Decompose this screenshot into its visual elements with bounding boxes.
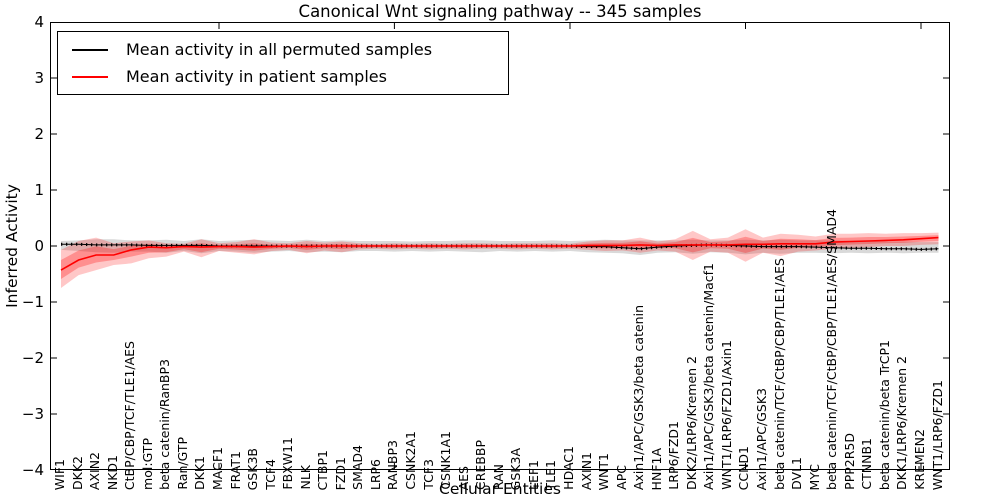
y-tick-label: −2 <box>21 349 44 367</box>
x-tick-label: APC <box>613 465 629 490</box>
x-tick-label: HDAC1 <box>560 446 576 490</box>
x-tick-label: AXIN1 <box>578 451 594 490</box>
y-tick-label: 1 <box>34 181 44 199</box>
x-tick-label: Ran/GTP <box>174 437 190 490</box>
x-tick-label: LRP6 <box>367 458 383 490</box>
legend-label-patient: Mean activity in patient samples <box>126 67 387 86</box>
x-tick-label: WNT1/LRP6/FZD1 <box>929 379 945 490</box>
x-tick-label: DKK1 <box>192 456 208 490</box>
x-tick-label: MACF1 <box>209 447 225 490</box>
plot-area: WIF1 DKK2 AXIN2 NKD1 CtBP/CBP/TCF/TLE1/AES mo… <box>50 22 950 490</box>
x-tick-label: AXIN2 <box>87 451 103 490</box>
x-tick-label: CCND1 <box>736 445 752 490</box>
legend: Mean activity in all permuted samples Me… <box>57 31 509 95</box>
permuted-line-swatch <box>72 48 108 51</box>
x-tick-label: CTNNB1 <box>859 438 875 490</box>
y-tick-label: 4 <box>34 13 44 31</box>
x-tick-label: MYC <box>806 463 822 490</box>
x-tick-label: WNT1/LRP6/FZD1/Axin1 <box>718 340 734 490</box>
x-tick-label: CREBBP <box>473 440 489 490</box>
x-tick-label: Axin1/APC/GSK3/beta catenin/Macf1 <box>701 262 717 490</box>
x-tick-label: LEF1 <box>525 459 541 490</box>
x-tick-label: CSNK1A1 <box>438 431 454 490</box>
x-tick-label: HNF1A <box>648 447 664 490</box>
legend-row-permuted: Mean activity in all permuted samples <box>72 40 508 59</box>
x-tick-label: DVL1 <box>789 457 805 490</box>
x-tick-label: WIF1 <box>52 458 67 490</box>
x-tick-label: beta catenin/beta TrCP1 <box>876 339 892 490</box>
y-tick-label: −4 <box>21 461 44 479</box>
x-tick-label: RAN <box>490 463 506 490</box>
x-tick-label: SMAD4 <box>350 445 366 490</box>
x-tick-label: TCF4 <box>262 459 278 490</box>
x-tick-label: FZD1 <box>332 456 348 490</box>
x-tick-label: RANBP3 <box>385 439 401 490</box>
y-tick-label: −1 <box>21 293 44 311</box>
y-tick-label: −3 <box>21 405 44 423</box>
x-tick-label: PPP2R5D <box>841 433 857 490</box>
chart-title: Canonical Wnt signaling pathway -- 345 s… <box>298 2 702 21</box>
x-tick-label: Axin1/APC/GSK3 <box>754 387 769 490</box>
x-tick-label: LRP6/FZD1 <box>666 421 682 490</box>
patient-line-swatch <box>72 75 108 78</box>
x-tick-label: FRAT1 <box>227 451 243 490</box>
y-tick-label: 3 <box>34 69 44 87</box>
x-tick-label: CTBP1 <box>315 449 331 490</box>
x-tick-label: NKD1 <box>104 454 120 490</box>
x-tick-label: DKK1/LRP6/Kremen 2 <box>894 355 910 490</box>
x-tick-label: DKK2/LRP6/Kremen 2 <box>683 355 699 490</box>
x-tick-label: CtBP/CBP/TCF/TLE1/AES <box>122 340 138 490</box>
y-tick-label: 2 <box>34 125 44 143</box>
x-tick-label: beta catenin/RanBP3 <box>157 359 173 490</box>
x-tick-label: FBXW11 <box>280 437 296 490</box>
legend-row-patient: Mean activity in patient samples <box>72 67 508 86</box>
x-axis-label: Cellular Entities <box>439 480 561 498</box>
x-tick-label: beta catenin/TCF/CtBP/CBP/TLE1/AES <box>771 258 787 490</box>
chart-canvas <box>50 22 950 470</box>
x-tick-label: TLE1 <box>543 459 559 490</box>
legend-label-permuted: Mean activity in all permuted samples <box>126 40 433 59</box>
x-tick-label: NLK <box>297 465 313 490</box>
x-tick-label: GSK3B <box>245 447 261 490</box>
x-tick-label: beta catenin/TCF/CtBP/CBP/TLE1/AES/SMAD4 <box>824 209 840 490</box>
x-tick-label: AES <box>455 465 471 490</box>
x-tick-label: mol:GTP <box>139 438 155 490</box>
x-tick-label: DKK2 <box>69 456 85 490</box>
x-tick-label: TCF3 <box>420 459 436 490</box>
x-tick-label: Axin1/APC/GSK3/beta catenin <box>631 304 647 490</box>
x-tick-label: KREMEN2 <box>911 429 927 490</box>
y-tick-label: 0 <box>34 237 44 255</box>
x-tick-label: GSK3A <box>508 447 524 490</box>
x-tick-label: WNT1 <box>596 452 612 490</box>
x-tick-label: CSNK2A1 <box>403 431 418 490</box>
